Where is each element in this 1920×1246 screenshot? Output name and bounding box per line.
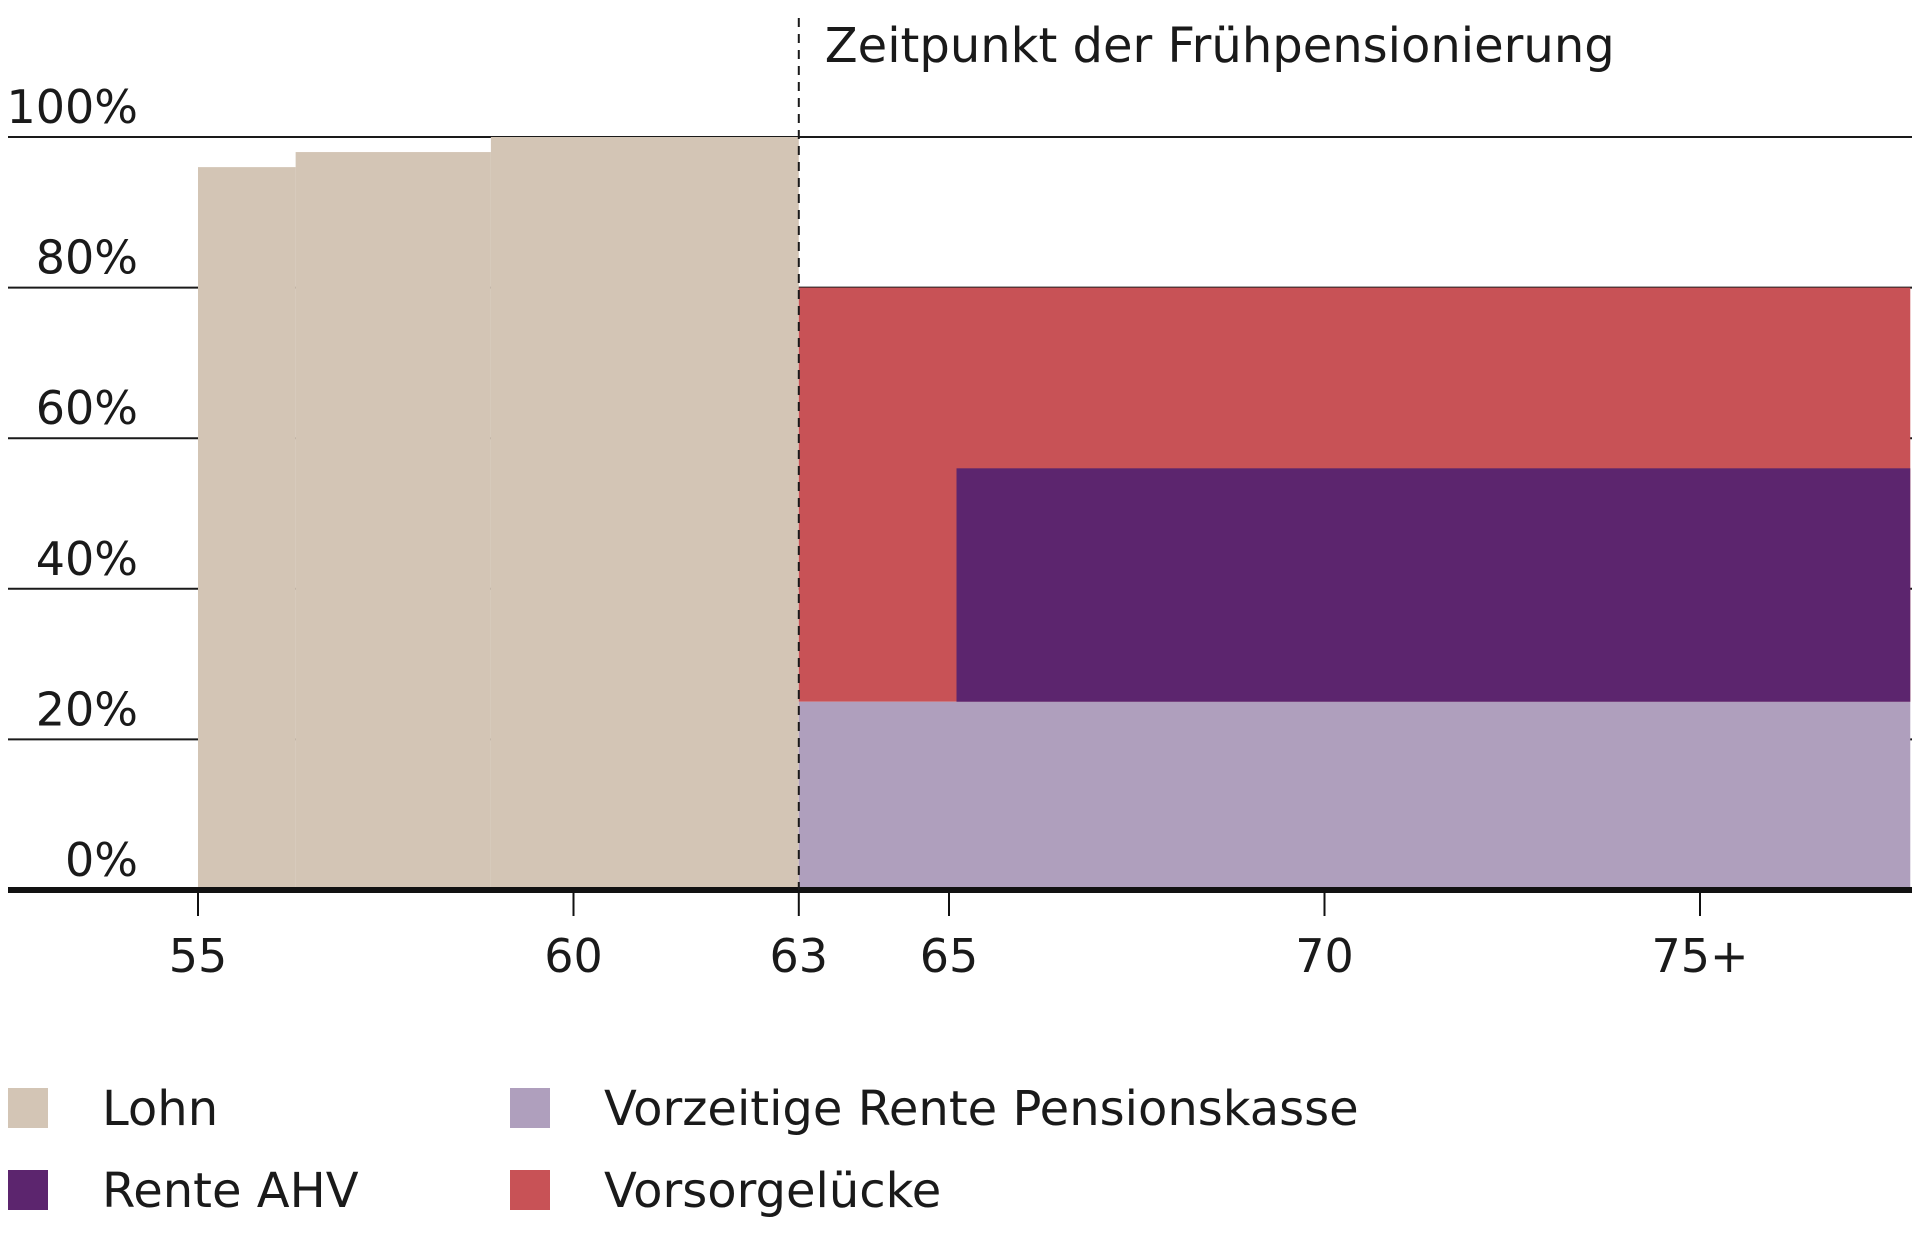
legend-label-2: Rente AHV xyxy=(102,1163,359,1219)
area-lohn-1 xyxy=(295,152,491,890)
legend-label-3: Vorsorgelücke xyxy=(604,1163,941,1219)
x-tick-label-60: 60 xyxy=(544,929,603,983)
legend-label-1: Vorzeitige Rente Pensionskasse xyxy=(604,1081,1359,1137)
y-tick-label-100: 100% xyxy=(6,80,138,134)
x-tick-label-55: 55 xyxy=(169,929,228,983)
axes xyxy=(8,887,1912,916)
legend-swatch-3 xyxy=(510,1170,550,1210)
x-tick-label-63: 63 xyxy=(770,929,829,983)
x-tick-label-65: 65 xyxy=(920,929,979,983)
x-tick-label-70: 70 xyxy=(1295,929,1354,983)
area-lohn-0 xyxy=(198,167,296,890)
area-vorzeitige-rente-pensionskasse-0 xyxy=(798,701,1911,890)
area-lohn-2 xyxy=(490,137,799,890)
y-tick-label-20: 20% xyxy=(36,682,138,736)
legend-swatch-0 xyxy=(8,1088,48,1128)
area-rente-ahv-0 xyxy=(956,468,1911,702)
y-tick-label-40: 40% xyxy=(36,532,138,586)
data-areas xyxy=(198,137,1911,890)
legend-swatch-1 xyxy=(510,1088,550,1128)
legend-swatch-2 xyxy=(8,1170,48,1210)
y-tick-label-0: 0% xyxy=(65,833,138,887)
x-tick-label-75: 75+ xyxy=(1651,929,1748,983)
legend-label-0: Lohn xyxy=(102,1081,218,1137)
early-retirement-annotation: Zeitpunkt der Frühpensionierung xyxy=(825,18,1615,74)
tick-labels: 0% 20% 40% 60% 80% 100% 55 60 63 65 70 75+ xyxy=(6,80,1748,983)
y-tick-label-80: 80% xyxy=(36,231,138,285)
y-tick-label-60: 60% xyxy=(36,381,138,435)
annotation: Zeitpunkt der Frühpensionierung xyxy=(797,18,1615,890)
legend: Lohn Vorzeitige Rente Pensionskasse Rente … xyxy=(8,1081,1359,1219)
